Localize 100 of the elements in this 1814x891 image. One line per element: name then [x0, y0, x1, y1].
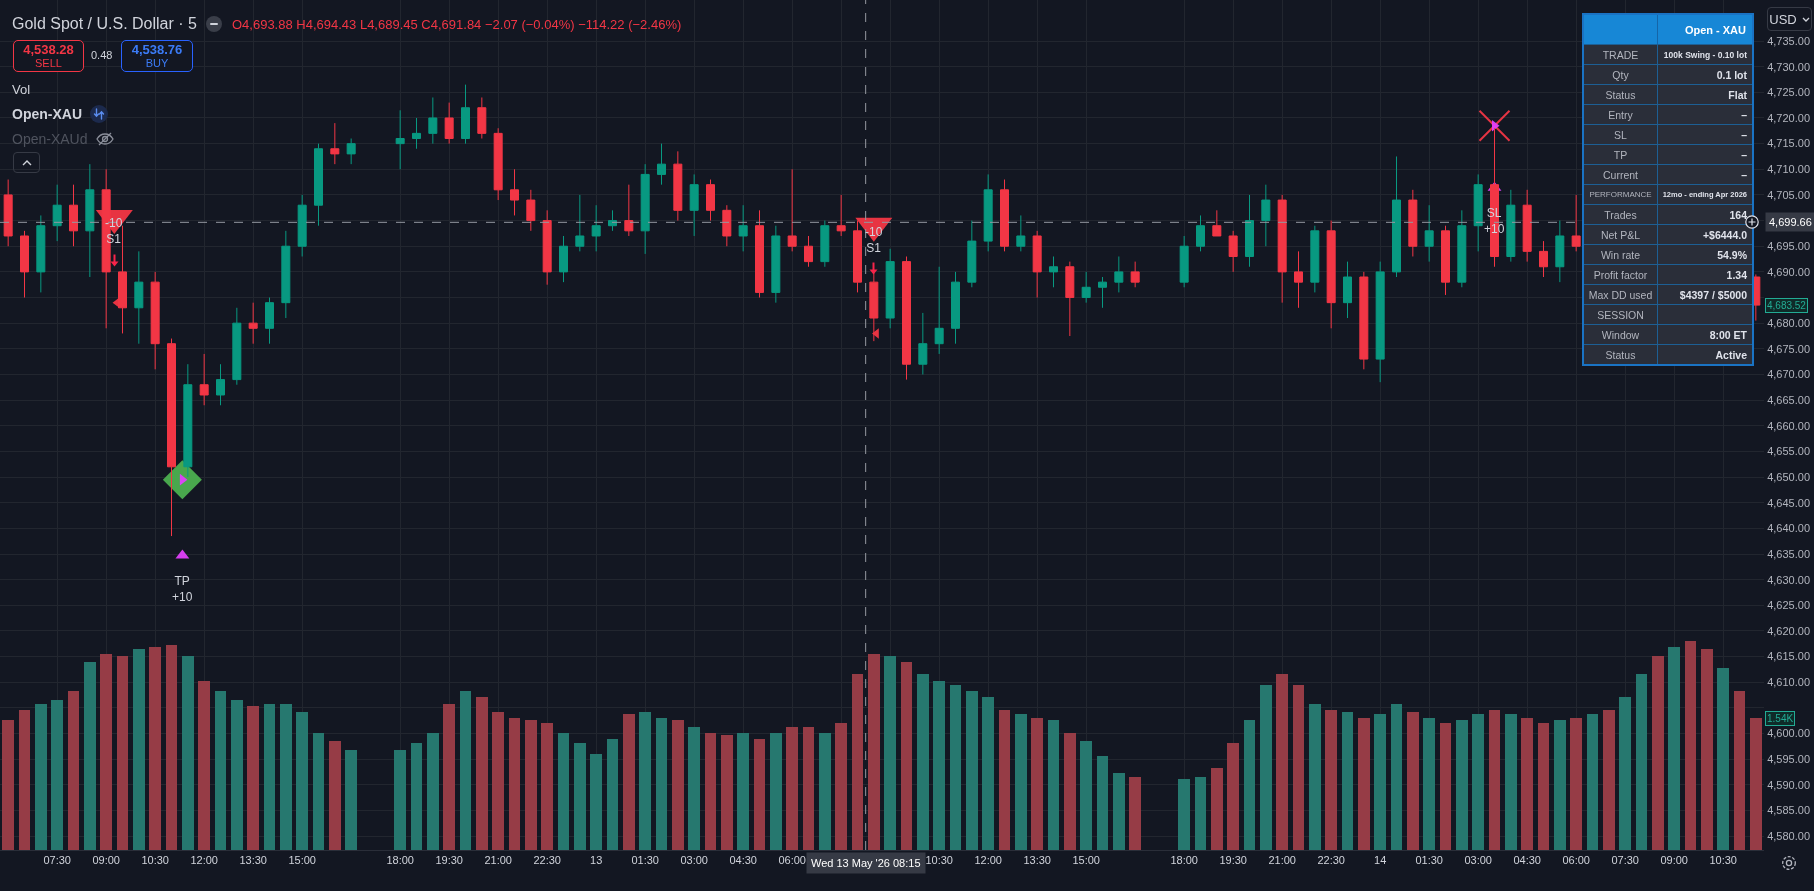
y-tick-label: 4,710.00 [1767, 163, 1811, 176]
category-label: Trades [1604, 208, 1637, 221]
text: 164 [1729, 208, 1747, 221]
annotation: SELL [35, 56, 62, 70]
text: O4,693.88 H4,694.43 L4,689.45 C4,691.84 −2.07 (−0.04%) −114.22 (−2.46%) [231, 16, 682, 32]
x-tick-label: 13 [590, 854, 603, 867]
x-tick-label: 07:30 [1611, 854, 1639, 867]
y-tick-label: 4,635.00 [1767, 547, 1811, 560]
x-tick-label: 22:30 [533, 854, 561, 867]
x-tick-label: 15:00 [1072, 854, 1100, 867]
y-tick-label: 4,720.00 [1767, 111, 1811, 124]
y-tick-label: 4,695.00 [1767, 240, 1811, 253]
text: – [1741, 148, 1747, 161]
text: 1.34 [1726, 268, 1747, 281]
text: – [1741, 168, 1747, 181]
x-tick-label: 10:30 [1709, 854, 1737, 867]
text: $4397 / $5000 [1679, 288, 1747, 301]
category-label: TRADE [1602, 48, 1639, 61]
annotation: 4,538.76 [131, 41, 183, 57]
x-tick-label: 04:30 [1513, 854, 1541, 867]
y-tick-label: 4,620.00 [1767, 624, 1811, 637]
category-label: Status [1605, 348, 1636, 361]
category-label: PERFORMANCE [1589, 190, 1652, 199]
text: Open - XAU [1683, 22, 1747, 38]
x-tick-label: 10:30 [141, 854, 169, 867]
x-tick-label: 09:00 [1660, 854, 1688, 867]
annotation: Vol [12, 82, 31, 97]
y-tick-label: 4,590.00 [1767, 778, 1811, 791]
y-tick-label: 4,660.00 [1767, 419, 1811, 432]
annotation: 0.48 [91, 49, 113, 61]
x-tick-label: 09:00 [92, 854, 120, 867]
x-tick-label: 22:30 [1317, 854, 1345, 867]
y-tick-label: 4,725.00 [1767, 86, 1811, 99]
x-tick-label: 21:00 [484, 854, 512, 867]
y-tick-label: 4,630.00 [1767, 573, 1811, 586]
x-tick-label: 03:00 [1464, 854, 1492, 867]
x-tick-label: 14 [1374, 854, 1387, 867]
y-tick-label: 4,670.00 [1767, 368, 1811, 381]
category-label: Entry [1608, 108, 1633, 121]
annotation: BUY [145, 56, 169, 70]
annotation: -10 S1 [865, 225, 883, 255]
x-tick-label: 13:30 [1023, 854, 1051, 867]
category-label: Win rate [1600, 248, 1641, 261]
x-tick-label: 10:30 [925, 854, 953, 867]
y-tick-label: 4,600.00 [1767, 727, 1811, 740]
annotation: Open-XAUd [12, 131, 88, 147]
x-tick-label: 03:00 [680, 854, 708, 867]
y-tick-label: 4,640.00 [1767, 522, 1811, 535]
x-tick-label: 19:30 [435, 854, 463, 867]
y-tick-label: 4,625.00 [1767, 599, 1811, 612]
x-tick-label: 06:00 [778, 854, 806, 867]
x-tick-label: 13:30 [239, 854, 267, 867]
x-tick-label: 19:30 [1219, 854, 1247, 867]
category-label: TP [1613, 148, 1628, 161]
text: 100k Swing - 0.10 lot [1663, 49, 1747, 60]
y-tick-label: 4,595.00 [1767, 753, 1811, 766]
text: 4,683.52 [1767, 300, 1806, 311]
text: 0.1 lot [1716, 68, 1747, 81]
text: +$6444.0 [1702, 228, 1747, 241]
text: – [1741, 108, 1747, 121]
text: 54.9% [1717, 248, 1747, 261]
category-label: SESSION [1597, 308, 1644, 321]
y-tick-label: 4,715.00 [1767, 137, 1811, 150]
text: Flat [1728, 88, 1747, 101]
y-tick-label: 4,650.00 [1767, 470, 1811, 483]
annotation: TP +10 [172, 574, 193, 604]
ref-line-label: 4,699.66 [1769, 216, 1812, 228]
y-tick-label: 4,730.00 [1767, 60, 1811, 73]
y-tick-label: 4,585.00 [1767, 804, 1811, 817]
ref-line-label: Wed 13 May '26 08:15 [811, 857, 921, 869]
y-tick-label: 4,655.00 [1767, 445, 1811, 458]
sell-button: 4,538.28 SELL [13, 40, 84, 72]
y-tick-label: 4,705.00 [1767, 188, 1811, 201]
y-tick-label: 4,580.00 [1767, 830, 1811, 842]
category-label: Qty [1612, 68, 1629, 81]
x-tick-label: 04:30 [729, 854, 757, 867]
y-tick-label: 4,675.00 [1767, 342, 1811, 355]
annotation: 4,538.28 [23, 41, 74, 57]
category-label: Profit factor [1593, 268, 1648, 281]
annotation: Open-XAU [12, 106, 82, 122]
x-tick-label: 12:00 [190, 854, 218, 867]
y-tick-label: 4,680.00 [1767, 317, 1811, 330]
x-tick-label: 01:30 [631, 854, 659, 867]
y-tick-label: 4,665.00 [1767, 393, 1811, 406]
y-tick-label: 4,735.00 [1767, 34, 1811, 47]
x-tick-label: 12:00 [974, 854, 1002, 867]
text: Active [1715, 348, 1747, 361]
x-tick-label: 01:30 [1415, 854, 1443, 867]
y-tick-label: 4,645.00 [1767, 496, 1811, 509]
buy-button: 4,538.76 BUY [121, 40, 193, 72]
x-tick-label: 06:00 [1562, 854, 1590, 867]
x-tick-label: 15:00 [288, 854, 316, 867]
text: 8:00 ET [1709, 328, 1747, 341]
y-tick-label: 4,615.00 [1767, 650, 1811, 663]
category-label: SL [1614, 128, 1627, 141]
y-tick-label: 4,690.00 [1767, 265, 1811, 278]
text: – [1741, 128, 1747, 141]
category-label: Window [1601, 328, 1640, 341]
category-label: Status [1605, 88, 1636, 101]
y-tick-label: 4,610.00 [1767, 676, 1811, 689]
